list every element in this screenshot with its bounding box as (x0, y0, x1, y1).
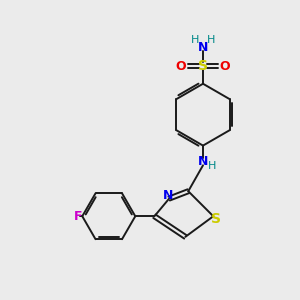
Text: S: S (198, 59, 208, 73)
Text: H: H (207, 34, 215, 45)
Text: O: O (220, 60, 230, 73)
Text: N: N (198, 41, 208, 54)
Text: O: O (176, 60, 186, 73)
Text: N: N (163, 189, 173, 202)
Text: H: H (208, 161, 217, 171)
Text: H: H (190, 34, 199, 45)
Text: N: N (198, 155, 208, 168)
Text: S: S (211, 212, 221, 226)
Text: F: F (74, 210, 82, 223)
